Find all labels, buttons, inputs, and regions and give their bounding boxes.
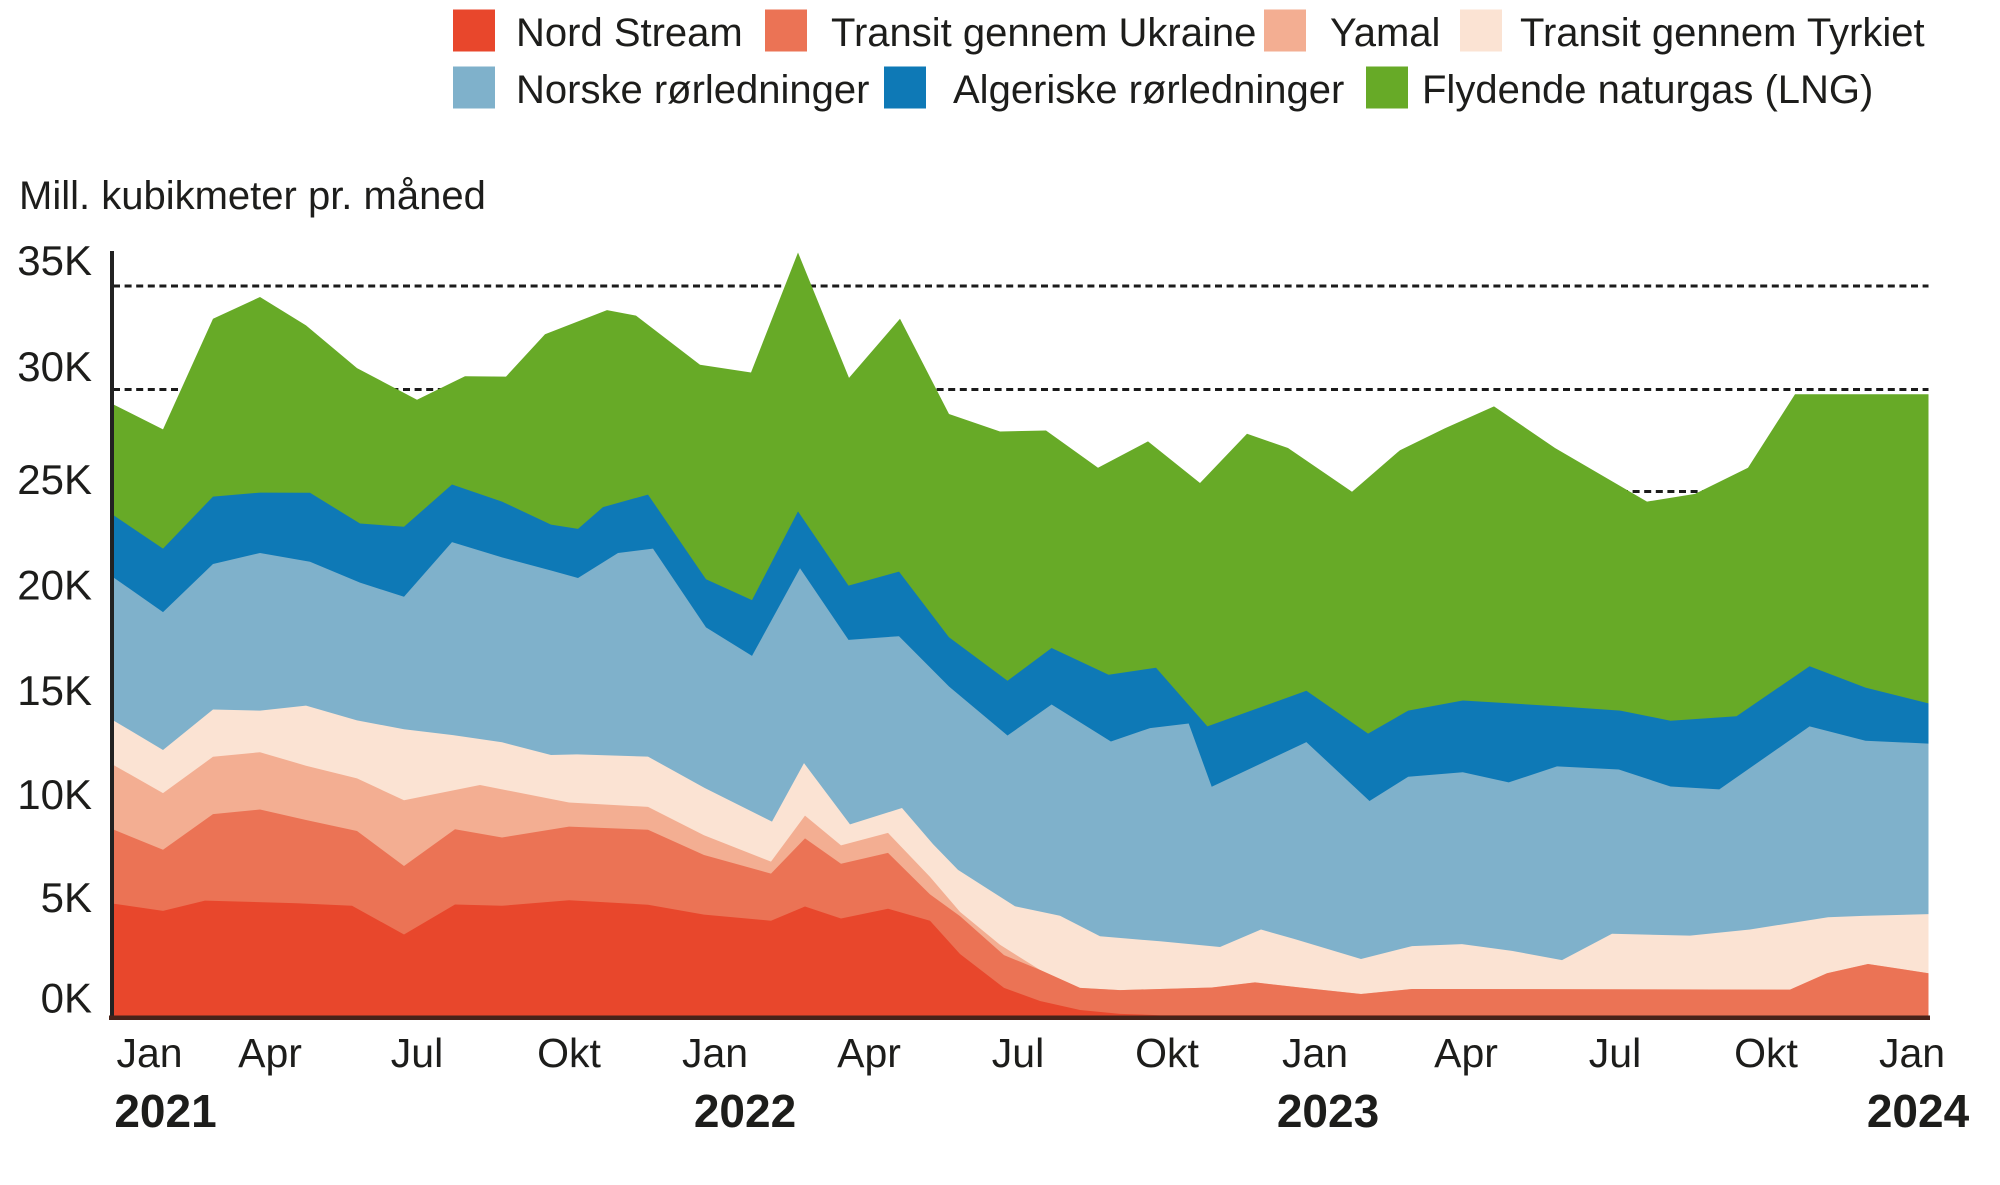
svg-text:Flydende naturgas (LNG): Flydende naturgas (LNG)	[1422, 68, 1873, 112]
svg-text:20K: 20K	[17, 562, 92, 609]
svg-text:Okt: Okt	[1135, 1030, 1199, 1076]
svg-text:Jan: Jan	[1879, 1030, 1945, 1076]
svg-text:Norske rørledninger: Norske rørledninger	[516, 68, 869, 112]
svg-text:35K: 35K	[17, 237, 92, 284]
svg-text:Jul: Jul	[992, 1030, 1044, 1076]
svg-text:2022: 2022	[694, 1085, 796, 1137]
svg-text:2024: 2024	[1867, 1085, 1970, 1137]
svg-text:Okt: Okt	[1734, 1030, 1798, 1076]
svg-text:Apr: Apr	[1434, 1030, 1498, 1076]
svg-text:2023: 2023	[1277, 1085, 1379, 1137]
svg-text:5K: 5K	[41, 874, 92, 921]
svg-text:Apr: Apr	[837, 1030, 901, 1076]
svg-text:Okt: Okt	[537, 1030, 601, 1076]
svg-text:Jan: Jan	[682, 1030, 748, 1076]
svg-text:Jan: Jan	[116, 1030, 182, 1076]
svg-text:2021: 2021	[114, 1085, 216, 1137]
svg-text:0K: 0K	[41, 975, 92, 1022]
svg-text:Mill. kubikmeter pr. måned: Mill. kubikmeter pr. måned	[19, 174, 486, 218]
svg-text:Transit gennem Ukraine: Transit gennem Ukraine	[831, 11, 1256, 55]
svg-text:10K: 10K	[17, 771, 92, 818]
svg-text:Algeriske rørledninger: Algeriske rørledninger	[953, 68, 1344, 112]
svg-text:Transit gennem Tyrkiet: Transit gennem Tyrkiet	[1520, 11, 1925, 55]
svg-text:25K: 25K	[17, 456, 92, 503]
svg-text:Jan: Jan	[1282, 1030, 1348, 1076]
svg-text:Yamal: Yamal	[1330, 11, 1440, 55]
svg-text:Jul: Jul	[1589, 1030, 1641, 1076]
svg-text:30K: 30K	[17, 343, 92, 390]
svg-text:15K: 15K	[17, 667, 92, 714]
svg-text:Nord Stream: Nord Stream	[516, 11, 743, 55]
svg-text:Jul: Jul	[391, 1030, 443, 1076]
svg-text:Apr: Apr	[238, 1030, 302, 1076]
